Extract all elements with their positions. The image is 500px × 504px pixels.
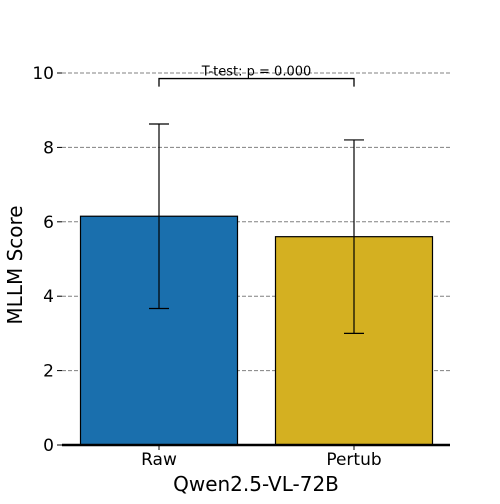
- y-axis-title: MLLM Score: [3, 205, 27, 324]
- error-bars: [149, 123, 364, 334]
- bar-raw: [79, 215, 239, 446]
- y-tick-label: 8: [43, 138, 54, 158]
- y-tick-label: 4: [43, 287, 54, 307]
- y-tick-label: 6: [43, 213, 54, 233]
- errorbar-pertub: [344, 139, 364, 334]
- x-axis-title: Qwen2.5-VL-72B: [173, 472, 339, 496]
- y-tick-label: 2: [43, 362, 54, 382]
- axes: 0 2 4 6 8 10 Raw Pertub: [32, 64, 450, 470]
- errorbar-raw: [149, 123, 169, 310]
- significance-annotation: T-test: p = 0.000: [158, 65, 355, 87]
- bars: [79, 215, 434, 446]
- y-tick-label: 10: [32, 64, 54, 84]
- y-tick-label: 0: [43, 436, 54, 456]
- gridlines: [62, 72, 450, 372]
- ttest-label: T-test: p = 0.000: [201, 65, 312, 80]
- x-tick-label-raw: Raw: [141, 450, 177, 470]
- x-tick-label-pertub: Pertub: [326, 450, 381, 470]
- significance-bracket: [158, 77, 355, 87]
